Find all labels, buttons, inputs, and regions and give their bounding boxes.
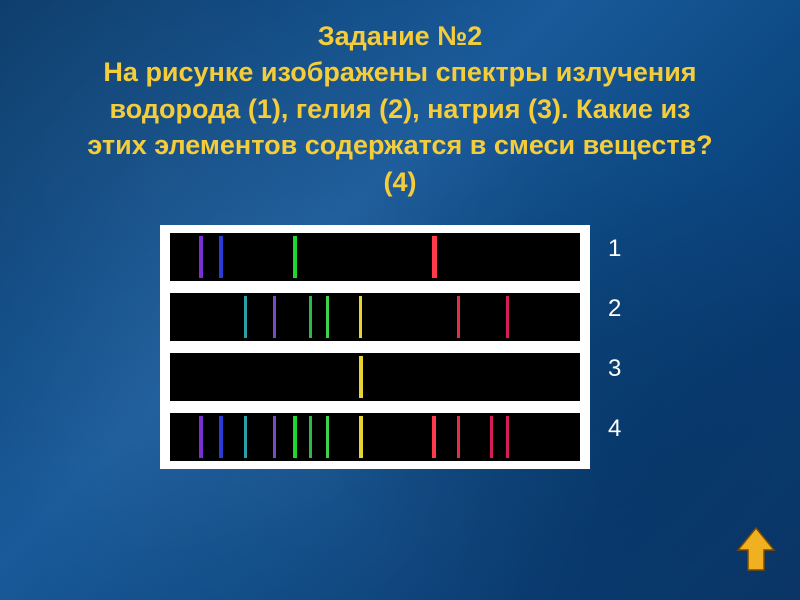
title-line-3: водорода (1), гелия (2), натрия (3). Как… [110, 94, 691, 124]
spectrum-row-4 [170, 413, 580, 461]
spectrum-row-2 [170, 293, 580, 341]
spectral-line [293, 236, 297, 278]
title-line-1: Задание №2 [318, 21, 483, 51]
spectral-line [244, 416, 247, 458]
spectral-line [506, 296, 509, 338]
spectral-line [457, 296, 460, 338]
spectral-line [359, 416, 363, 458]
spectral-line [326, 416, 329, 458]
spectral-line [506, 416, 509, 458]
arrow-up-icon [736, 526, 776, 572]
spectral-line [359, 356, 363, 398]
spectral-line [219, 416, 223, 458]
spectral-line [432, 236, 437, 278]
spectrum-row-3 [170, 353, 580, 401]
spectral-line [293, 416, 297, 458]
slide: Задание №2 На рисунке изображены спектры… [0, 0, 800, 600]
spectra-labels: 1 2 3 4 [608, 225, 621, 465]
spectral-line [199, 416, 203, 458]
spectral-line [219, 236, 223, 278]
spectral-line [273, 416, 276, 458]
spectral-line [244, 296, 247, 338]
spectral-line [359, 296, 362, 338]
spectrum-label-3: 3 [608, 345, 621, 393]
spectra-container [160, 225, 590, 469]
spectral-line [309, 296, 312, 338]
spectral-line [309, 416, 312, 458]
title-line-2: На рисунке изображены спектры излучения [103, 57, 696, 87]
spectrum-label-1: 1 [608, 225, 621, 273]
spectral-line [490, 416, 493, 458]
next-arrow-button[interactable] [736, 526, 776, 572]
slide-title: Задание №2 На рисунке изображены спектры… [0, 0, 800, 200]
spectral-line [273, 296, 276, 338]
title-line-5: (4) [384, 167, 417, 197]
spectrum-label-2: 2 [608, 285, 621, 333]
spectral-line [457, 416, 460, 458]
title-line-4: этих элементов содержатся в смеси вещест… [87, 130, 712, 160]
spectrum-label-4: 4 [608, 405, 621, 453]
spectral-line [432, 416, 436, 458]
spectral-line [199, 236, 203, 278]
spectrum-row-1 [170, 233, 580, 281]
spectral-line [326, 296, 329, 338]
